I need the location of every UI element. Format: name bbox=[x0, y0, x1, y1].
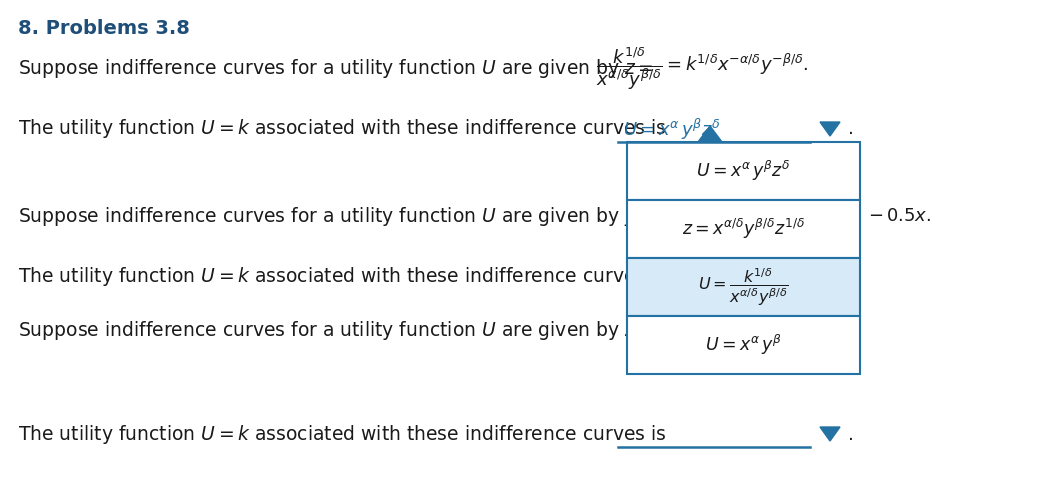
Text: 8. Problems 3.8: 8. Problems 3.8 bbox=[18, 19, 189, 38]
Bar bbox=[627, 316, 860, 374]
Text: $z = x^{\alpha/\delta}y^{\beta/\delta}z^{1/\delta}$: $z = x^{\alpha/\delta}y^{\beta/\delta}z^… bbox=[682, 217, 805, 242]
Polygon shape bbox=[820, 427, 839, 441]
Text: $-\,0.5x.$: $-\,0.5x.$ bbox=[868, 207, 931, 225]
Text: $U = x^{\alpha}\, y^{\beta}z^{\delta}$: $U = x^{\alpha}\, y^{\beta}z^{\delta}$ bbox=[696, 159, 791, 183]
Text: .: . bbox=[848, 120, 854, 138]
Bar bbox=[627, 200, 860, 258]
Bar bbox=[627, 258, 860, 316]
Text: The utility function $\mathit{U} = k$ associated with these indifference curves : The utility function $\mathit{U} = k$ as… bbox=[18, 118, 666, 140]
Text: The utility function $\mathit{U} = k$ associated with these indifference curves : The utility function $\mathit{U} = k$ as… bbox=[18, 423, 666, 445]
Text: The utility function $\mathit{U} = k$ associated with these indifference curves : The utility function $\mathit{U} = k$ as… bbox=[18, 264, 666, 287]
Text: Suppose indifference curves for a utility function $\mathit{U}$ are given by $y : Suppose indifference curves for a utilit… bbox=[18, 205, 671, 227]
Bar bbox=[627, 142, 860, 200]
Polygon shape bbox=[820, 122, 839, 136]
Polygon shape bbox=[698, 126, 722, 142]
Text: Suppose indifference curves for a utility function $\mathit{U}$ are given by $z : Suppose indifference curves for a utilit… bbox=[18, 58, 653, 80]
Text: $\dfrac{k^{1/\delta}}{x^{\alpha/\delta}y^{\beta/\delta}}= k^{1/\delta}x^{-\alpha: $\dfrac{k^{1/\delta}}{x^{\alpha/\delta}y… bbox=[596, 45, 809, 92]
Text: $U = \dfrac{k^{1/\delta}}{x^{\alpha/\delta}y^{\beta/\delta}}$: $U = \dfrac{k^{1/\delta}}{x^{\alpha/\del… bbox=[698, 266, 788, 308]
Text: $U = x^{\alpha}\, y^{\beta}z^{\delta}$: $U = x^{\alpha}\, y^{\beta}z^{\delta}$ bbox=[624, 116, 721, 142]
Text: $U = x^{\alpha}\, y^{\beta}$: $U = x^{\alpha}\, y^{\beta}$ bbox=[705, 333, 782, 357]
Text: Suppose indifference curves for a utility function $\mathit{U}$ are given by $z : Suppose indifference curves for a utilit… bbox=[18, 319, 677, 343]
Text: .: . bbox=[848, 424, 854, 443]
